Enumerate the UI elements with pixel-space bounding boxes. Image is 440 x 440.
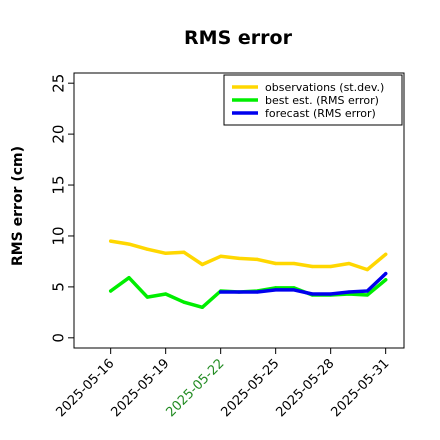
y-tick-label: 0 [49,333,67,343]
x-axis: 2025-05-162025-05-192025-05-222025-05-25… [53,348,392,420]
y-tick-label: 10 [49,226,67,245]
data-point-series-0 [109,239,113,243]
data-point-series-2 [384,272,388,276]
y-tick-label: 20 [49,125,67,144]
legend-label-1: best est. (RMS error) [265,94,379,107]
data-point-series-0 [384,252,388,256]
x-tick-label: 2025-05-31 [328,356,392,420]
data-point-series-0 [329,264,333,269]
y-tick-label: 25 [49,74,67,93]
x-tick-label: 2025-05-25 [218,356,282,420]
data-point-series-0 [310,264,314,269]
data-point-series-0 [255,257,259,261]
data-point-series-1 [365,293,369,297]
data-point-series-2 [255,290,259,294]
data-point-series-1 [164,292,168,296]
series-line-0 [108,239,388,272]
data-point-series-0 [200,262,204,267]
series-line-2 [218,271,388,296]
x-tick-label: 2025-05-19 [108,356,172,420]
legend: observations (st.dev.)best est. (RMS err… [223,74,403,126]
data-point-series-2 [329,292,333,296]
x-tick-label: 2025-05-22 [163,356,227,420]
series-lines [108,239,388,310]
x-tick-label: 2025-05-28 [273,356,337,420]
data-point-series-0 [182,250,186,254]
data-point-series-2 [347,290,351,294]
y-tick-label: 5 [49,282,67,292]
data-point-series-2 [219,290,223,294]
data-point-series-1 [182,300,186,304]
data-point-series-0 [274,261,278,266]
data-point-series-2 [274,288,278,292]
data-point-series-0 [127,242,131,246]
x-tick-label: 2025-05-16 [53,356,117,420]
data-point-series-1 [200,305,204,309]
data-point-series-0 [145,247,149,251]
y-axis: 0 5 10 15 20 25 [49,74,74,343]
data-point-series-1 [127,276,131,280]
data-point-series-0 [292,261,296,266]
data-point-series-1 [109,289,113,293]
data-point-series-0 [347,261,351,266]
y-tick-label: 15 [49,175,67,194]
data-point-series-1 [384,278,388,282]
data-point-series-1 [145,295,149,299]
data-point-series-0 [237,256,241,260]
data-point-series-2 [365,289,369,293]
legend-label-2: forecast (RMS error) [265,107,376,120]
data-point-series-0 [219,254,223,258]
plot-frame [73,72,405,349]
data-point-series-0 [164,251,168,255]
data-point-series-2 [237,290,241,294]
data-point-series-2 [310,292,314,296]
data-point-series-2 [292,288,296,292]
y-axis-label: RMS error (cm) [10,146,26,266]
chart-title: RMS error [184,27,293,49]
legend-label-0: observations (st.dev.) [265,81,384,94]
data-point-series-0 [365,267,369,272]
